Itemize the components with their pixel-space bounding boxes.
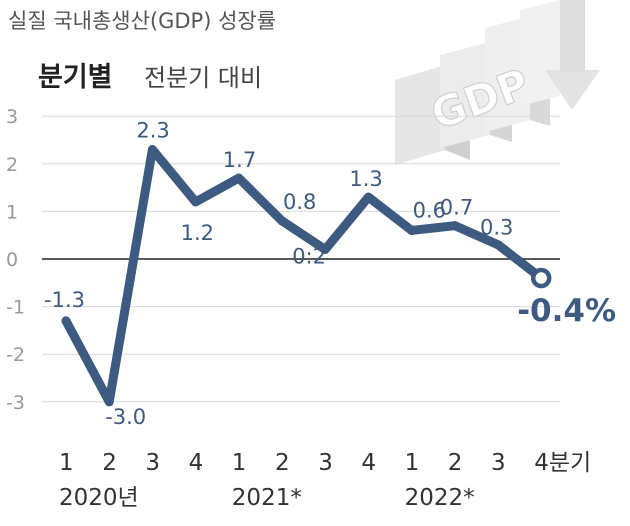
y-tick-label: -2: [6, 344, 25, 366]
data-point: [104, 397, 114, 407]
subtitle-bold: 분기별: [38, 62, 113, 93]
year-label: 2022*: [405, 485, 475, 511]
gdp-decoration-graphic: GDP: [395, 0, 600, 165]
x-tick-label: 4: [189, 450, 204, 476]
data-label: 0:2: [292, 244, 326, 268]
y-tick-label: -3: [6, 392, 25, 414]
data-labels: -1.3 -3.0 2.3 1.2 1.7 0.8 0:2 1.3 0.60.7 0.3 -0.4%: [44, 119, 616, 429]
x-axis-ticks: 1 2 3 4 1 2 3 4 1 2 3 4분기: [59, 450, 591, 476]
x-tick-label: 1: [232, 450, 247, 476]
x-tick-label: 2: [275, 450, 290, 476]
data-label: 0.8: [283, 190, 316, 214]
data-label: 2.3: [136, 119, 169, 143]
data-point: [450, 221, 460, 231]
x-tick-label: 1: [59, 450, 74, 476]
y-tick-label: 0: [6, 249, 18, 271]
y-axis-ticks: 3 2 1 0 -1 -2 -3: [6, 106, 25, 414]
data-label-last: -0.4%: [517, 293, 616, 329]
year-label: 2020년: [59, 485, 139, 511]
data-label: 1.3: [349, 167, 382, 191]
data-point-last: [530, 267, 552, 289]
data-label: 0.7: [440, 196, 473, 220]
data-point: [320, 244, 330, 254]
x-tick-label: 2: [102, 450, 117, 476]
data-label: 1.2: [181, 221, 214, 245]
data-label: -3.0: [105, 405, 146, 429]
data-label: 0.6: [413, 198, 446, 222]
data-point: [147, 145, 157, 155]
y-tick-label: 2: [6, 154, 18, 176]
series-polyline: [61, 145, 546, 407]
x-tick-label: 1: [405, 450, 420, 476]
chart-title: 실질 국내총생산(GDP) 성장률: [8, 9, 276, 33]
data-point: [191, 197, 201, 207]
y-tick-label: 1: [6, 201, 18, 223]
data-label: 0.3: [480, 216, 513, 240]
x-tick-label: 4분기: [534, 450, 591, 476]
x-tick-label: 4: [361, 450, 376, 476]
data-point: [407, 225, 417, 235]
y-tick-label: -1: [6, 297, 25, 319]
subtitle-rest: 전분기 대비: [144, 64, 262, 92]
year-labels: 2020년 2021* 2022*: [59, 485, 475, 511]
data-point: [277, 216, 287, 226]
data-point: [61, 316, 71, 326]
data-point: [234, 173, 244, 183]
data-point: [493, 240, 503, 250]
x-tick-label: 3: [145, 450, 160, 476]
data-label: -1.3: [44, 288, 85, 312]
y-tick-label: 3: [6, 106, 18, 128]
x-tick-label: 2: [448, 450, 463, 476]
data-point: [363, 192, 373, 202]
series-line: [61, 145, 552, 407]
x-tick-label: 3: [491, 450, 506, 476]
year-label: 2021*: [232, 485, 302, 511]
data-label: 1.7: [223, 148, 256, 172]
x-tick-label: 3: [318, 450, 333, 476]
